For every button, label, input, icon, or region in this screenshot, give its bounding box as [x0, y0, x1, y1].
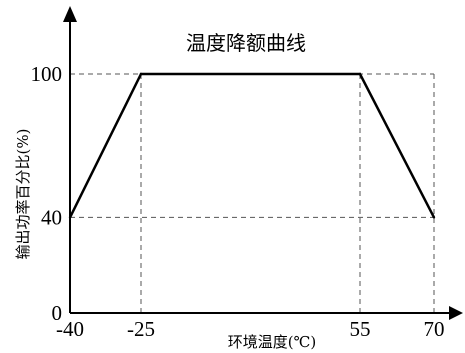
x-tick-label: 70	[424, 317, 445, 341]
series-line	[68, 72, 436, 218]
data-point	[68, 216, 72, 219]
data-point	[358, 72, 362, 76]
y-axis-arrow	[63, 6, 77, 22]
y-axis-label: 输出功率百分比(%)	[14, 129, 32, 260]
y-tick-labels: 0 40 100	[31, 62, 63, 325]
series-group	[68, 72, 436, 219]
x-axis-label: 环境温度(℃)	[228, 333, 316, 351]
y-tick-label: 0	[52, 301, 63, 325]
x-tick-label: -25	[127, 317, 155, 341]
data-point	[139, 72, 143, 76]
x-tick-labels: -40 -25 55 70	[56, 317, 445, 341]
x-axis-arrow	[449, 306, 463, 320]
x-tick-label: -40	[56, 317, 84, 341]
x-tick-label: 55	[350, 317, 371, 341]
chart-title: 温度降额曲线	[186, 31, 306, 55]
y-tick-label: 40	[41, 205, 62, 229]
y-tick-label: 100	[31, 62, 63, 86]
data-point	[432, 216, 436, 219]
